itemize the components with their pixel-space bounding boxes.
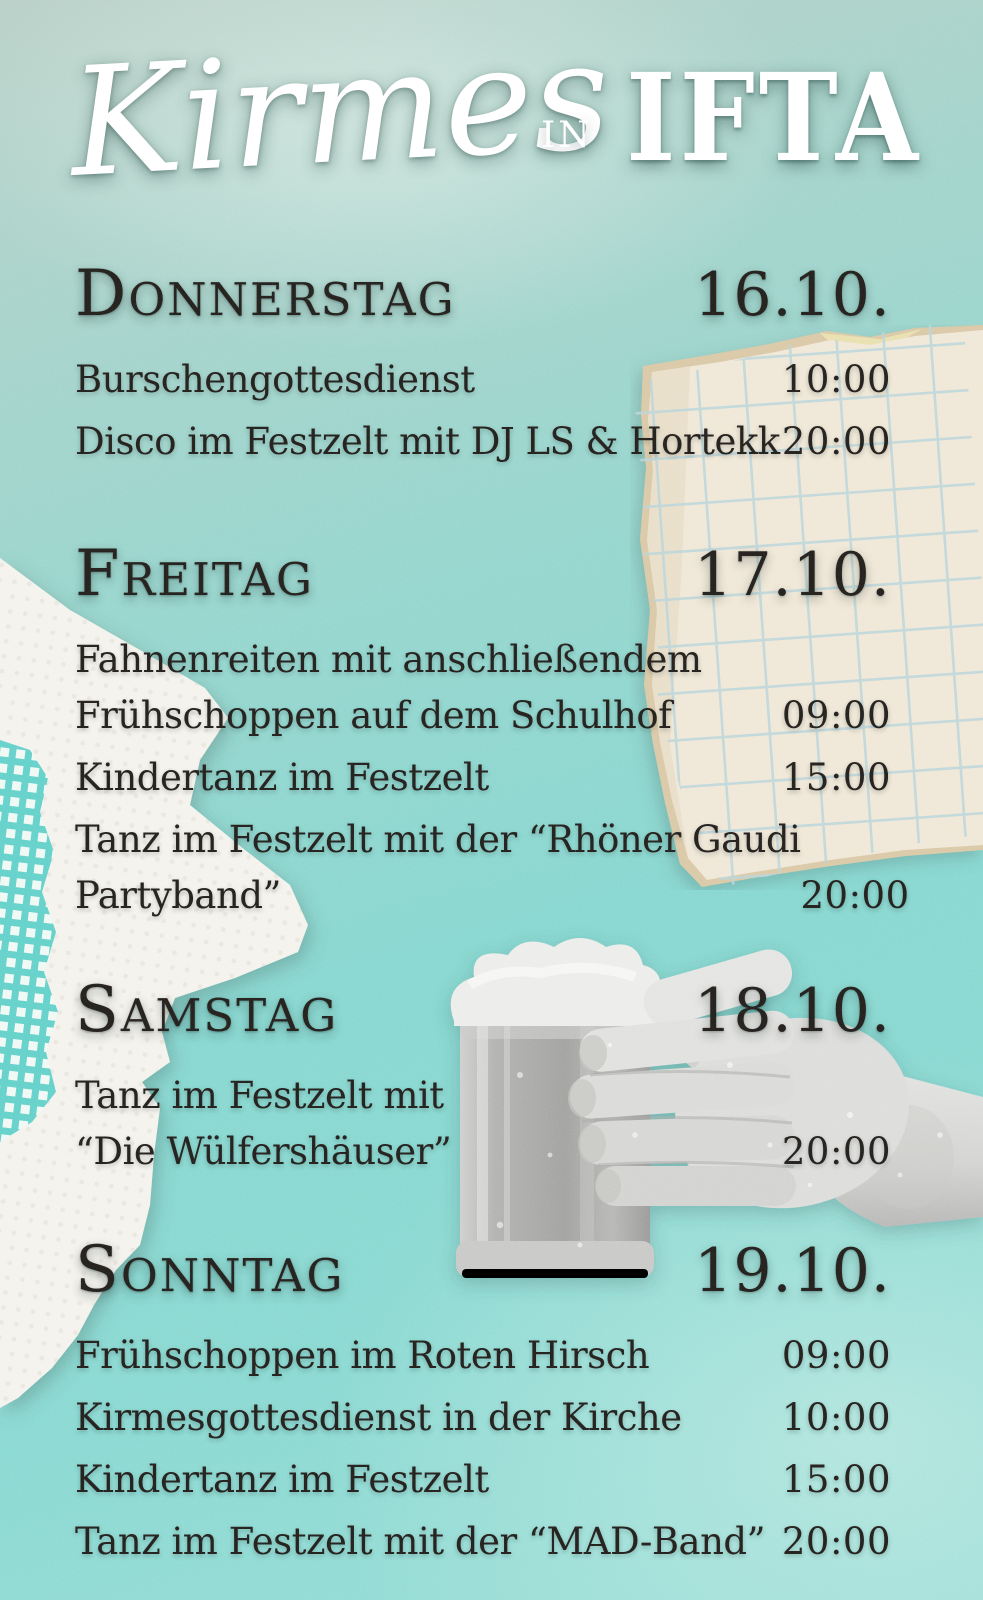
event-time: 10:00 <box>781 1396 891 1439</box>
day-header: Samstag 18.10. <box>75 972 891 1048</box>
event-label: Disco im Festzelt mit DJ LS & Hortekk <box>75 420 780 463</box>
event-row: Burschengottesdienst 10:00 <box>75 352 891 408</box>
day-date: 19.10. <box>694 1236 891 1306</box>
event-time: 09:00 <box>781 1334 891 1377</box>
event-row: Disco im Festzelt mit DJ LS & Hortekk 20… <box>75 414 891 470</box>
event-row: Kirmesgottesdienst in der Kirche 10:00 <box>75 1390 891 1446</box>
event-time: 20:00 <box>800 874 910 917</box>
day-name: Samstag <box>75 973 339 1047</box>
day-header: Donnerstag 16.10. <box>75 256 891 332</box>
event-time: 15:00 <box>781 1458 891 1501</box>
title-connector-in: in <box>541 100 593 160</box>
event-time: 20:00 <box>781 1520 891 1563</box>
event-label: Tanz im Festzelt mit “Die Wülfershäuser” <box>75 1074 452 1173</box>
event-label: Kindertanz im Festzelt <box>75 756 489 799</box>
event-label: Kindertanz im Festzelt <box>75 1458 489 1501</box>
event-time: 10:00 <box>781 358 891 401</box>
event-label: Burschengottesdienst <box>75 358 475 401</box>
event-row: Fahnenreiten mit anschließendem Frühscho… <box>75 632 891 744</box>
event-row: Tanz im Festzelt mit “Die Wülfershäuser”… <box>75 1068 891 1180</box>
day-name: Donnerstag <box>75 257 456 331</box>
day-section-samstag: Samstag 18.10. Tanz im Festzelt mit “Die… <box>75 972 891 1186</box>
event-row: Tanz im Festzelt mit der “Rhöner Gaudi P… <box>75 812 909 924</box>
event-time: 09:00 <box>781 694 891 737</box>
day-section-sonntag: Sonntag 19.10. Frühschoppen im Roten Hir… <box>75 1232 891 1576</box>
event-label: Kirmesgottesdienst in der Kirche <box>75 1396 682 1439</box>
event-row: Kindertanz im Festzelt 15:00 <box>75 750 891 806</box>
day-section-freitag: Freitag 17.10. Fahnenreiten mit anschlie… <box>75 536 909 930</box>
event-time: 15:00 <box>781 756 891 799</box>
day-date: 17.10. <box>694 540 891 610</box>
event-time: 20:00 <box>781 1130 891 1173</box>
day-date: 18.10. <box>694 976 891 1046</box>
day-date: 16.10. <box>694 260 891 330</box>
day-name: Sonntag <box>75 1233 345 1307</box>
day-header: Freitag 17.10. <box>75 536 891 612</box>
day-header: Sonntag 19.10. <box>75 1232 891 1308</box>
event-row: Kindertanz im Festzelt 15:00 <box>75 1452 891 1508</box>
event-row: Frühschoppen im Roten Hirsch 09:00 <box>75 1328 891 1384</box>
event-row: Tanz im Festzelt mit der “MAD-Band” 20:0… <box>75 1514 891 1570</box>
event-label: Tanz im Festzelt mit der “Rhöner Gaudi P… <box>75 818 801 917</box>
event-label: Frühschoppen im Roten Hirsch <box>75 1334 650 1377</box>
day-name: Freitag <box>75 537 314 611</box>
title-location-ifta: IFTA <box>626 46 923 189</box>
event-label: Fahnenreiten mit anschließendem Frühscho… <box>75 638 702 737</box>
title-script-kirmes: Kirmes <box>65 8 614 212</box>
event-label: Tanz im Festzelt mit der “MAD-Band” <box>75 1520 766 1563</box>
event-time: 20:00 <box>781 420 891 463</box>
day-section-donnerstag: Donnerstag 16.10. Burschengottesdienst 1… <box>75 256 891 476</box>
